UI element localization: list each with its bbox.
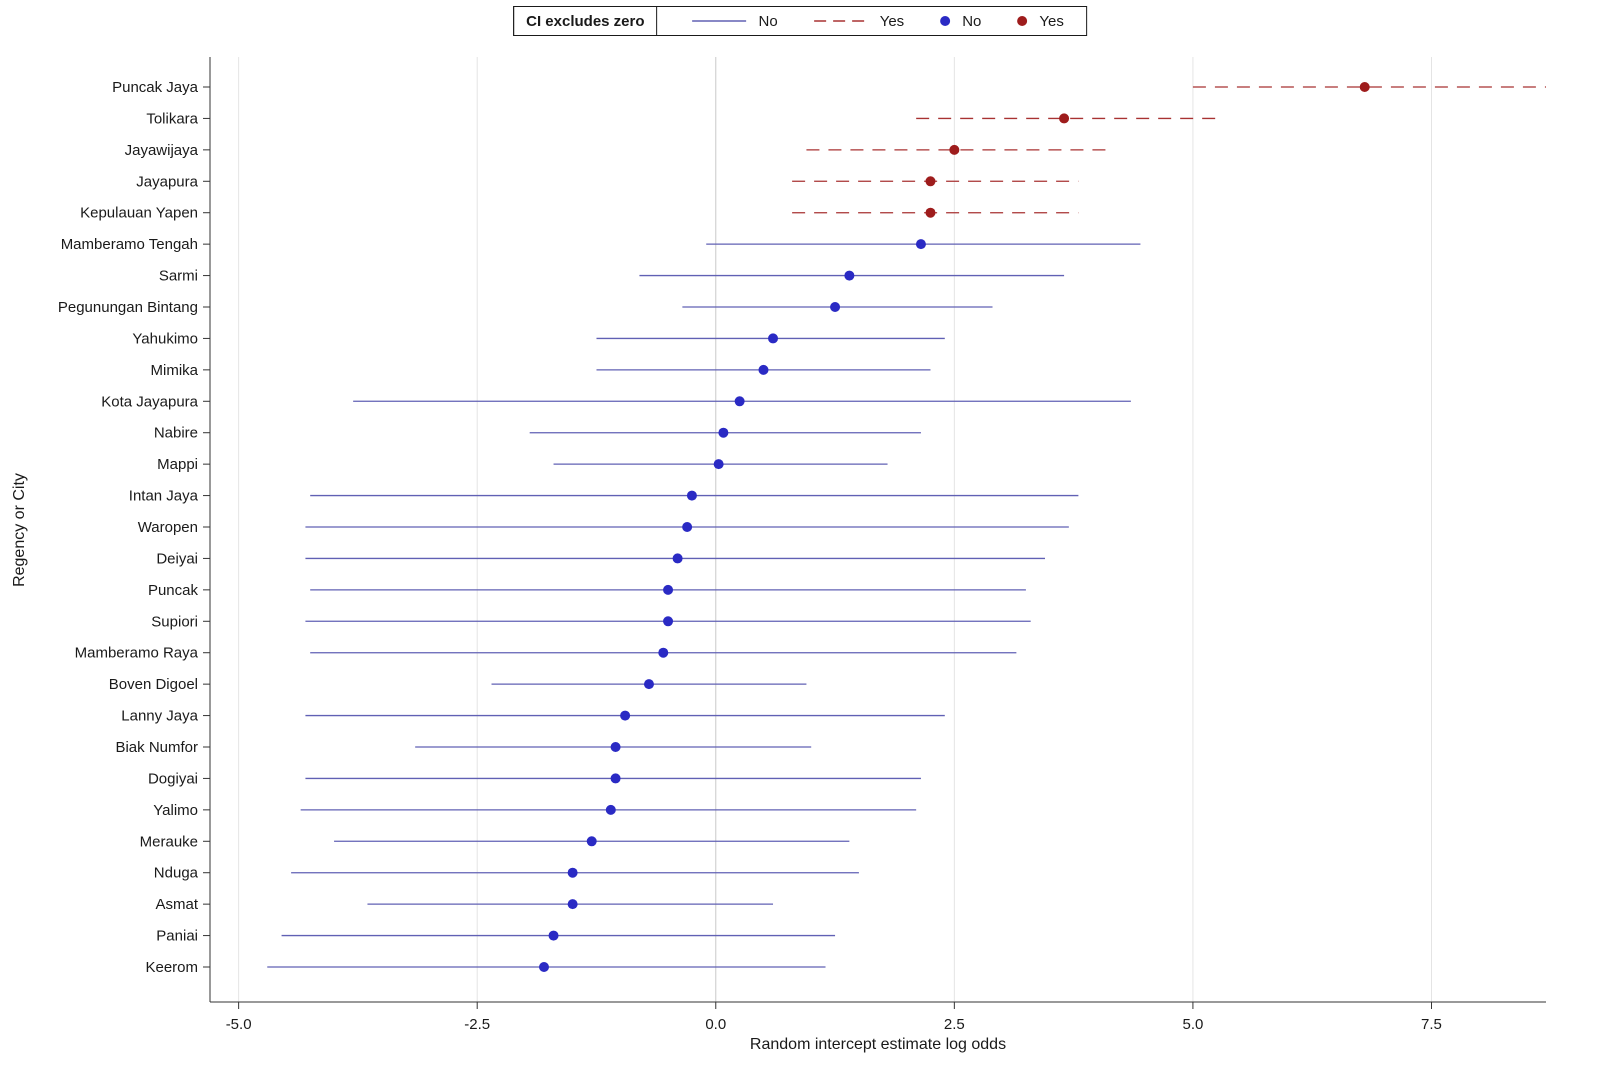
estimate-point: [1359, 82, 1370, 92]
estimate-point: [663, 616, 674, 627]
estimate-point: [758, 364, 769, 375]
category-label: Boven Digoel: [109, 676, 198, 693]
estimate-point: [620, 710, 631, 721]
estimate-point: [915, 239, 926, 250]
x-tick-label: 5.0: [1182, 1016, 1203, 1033]
category-label: Supiori: [151, 613, 198, 630]
legend-label-line-no: No: [758, 12, 778, 30]
category-label: Keerom: [145, 959, 198, 976]
estimate-point: [686, 490, 697, 501]
solid-line-sample-icon: [692, 20, 747, 22]
x-tick-label: 2.5: [944, 1016, 965, 1033]
estimate-point: [567, 867, 578, 878]
estimate-point: [682, 522, 693, 532]
estimate-point: [713, 459, 724, 470]
legend-label-line-yes: Yes: [879, 12, 905, 30]
x-tick-label: 0.0: [705, 1016, 726, 1033]
category-label: Paniai: [156, 928, 198, 945]
estimate-point: [643, 679, 654, 690]
legend-title: CI excludes zero: [513, 6, 658, 36]
estimate-point: [548, 930, 559, 941]
category-label: Asmat: [155, 896, 198, 913]
y-tick-group: Puncak Jaya Tolikara Jayawijaya Jayapura Kep…: [58, 79, 210, 976]
series: [267, 82, 1546, 972]
category-label: Jayapura: [136, 173, 198, 190]
category-label: Waropen: [138, 519, 198, 536]
estimate-point: [768, 333, 779, 344]
legend-label-dot-yes: Yes: [1039, 12, 1064, 30]
category-label: Lanny Jaya: [121, 708, 198, 725]
category-label: Merauke: [140, 833, 198, 850]
category-label: Mamberamo Tengah: [61, 236, 198, 253]
estimate-point: [1059, 113, 1070, 124]
category-label: Kota Jayapura: [101, 393, 198, 410]
x-tick-label: -5.0: [226, 1016, 252, 1033]
axes: [209, 57, 1546, 1003]
category-label: Jayawijaya: [125, 142, 199, 159]
estimate-point: [718, 427, 729, 438]
estimate-point: [605, 804, 616, 815]
estimate-point: [844, 270, 855, 281]
category-label: Pegunungan Bintang: [58, 299, 198, 316]
category-label: Mimika: [151, 362, 199, 379]
category-label: Deiyai: [156, 550, 198, 567]
x-tick-label: 7.5: [1421, 1016, 1442, 1033]
estimate-point: [663, 584, 674, 595]
blue-dot-sample-icon: [940, 16, 951, 26]
estimate-point: [539, 962, 549, 972]
legend-item-line-no: No: [691, 13, 778, 30]
x-tick-group: -5.0 -2.5 0.0 2.5 5.0 7.5: [226, 1002, 1442, 1033]
legend-item-dot-yes: Yes: [1015, 12, 1064, 30]
category-label: Dogiyai: [148, 770, 198, 787]
x-tick-label: -2.5: [464, 1016, 490, 1033]
category-label: Tolikara: [146, 110, 198, 127]
legend-item-dot-no: No: [938, 13, 981, 30]
category-label: Nduga: [154, 865, 199, 882]
y-axis-title: Regency or City: [11, 473, 28, 587]
red-dot-sample-icon: [1017, 16, 1028, 26]
legend-item-line-yes: Yes: [812, 13, 904, 30]
estimate-point: [734, 396, 745, 407]
category-label: Sarmi: [159, 268, 198, 285]
category-label: Mappi: [157, 456, 198, 473]
estimate-point: [925, 207, 936, 218]
category-label: Biak Numfor: [115, 739, 198, 756]
legend: CI excludes zero No Yes No Yes: [513, 6, 1087, 36]
category-label: Nabire: [154, 425, 198, 442]
category-label: Puncak Jaya: [112, 79, 199, 96]
dashed-line-sample-icon: [813, 20, 868, 22]
estimate-point: [830, 302, 841, 312]
estimate-point: [672, 553, 683, 564]
category-label: Kepulauan Yapen: [80, 205, 198, 222]
estimate-point: [610, 773, 621, 784]
legend-label-dot-no: No: [962, 12, 982, 30]
estimate-point: [925, 176, 936, 187]
category-label: Mamberamo Raya: [75, 645, 199, 662]
category-label: Puncak: [148, 582, 199, 599]
estimate-point: [949, 144, 960, 155]
category-label: Yalimo: [153, 802, 198, 819]
gridlines: [238, 57, 1432, 1002]
estimate-point: [586, 836, 597, 847]
estimate-point: [567, 899, 578, 910]
category-label: Yahukimo: [132, 330, 198, 347]
category-label: Intan Jaya: [129, 488, 199, 505]
estimate-point: [658, 647, 669, 658]
estimate-point: [610, 742, 621, 752]
x-axis-title: Random intercept estimate log odds: [749, 1036, 1007, 1053]
